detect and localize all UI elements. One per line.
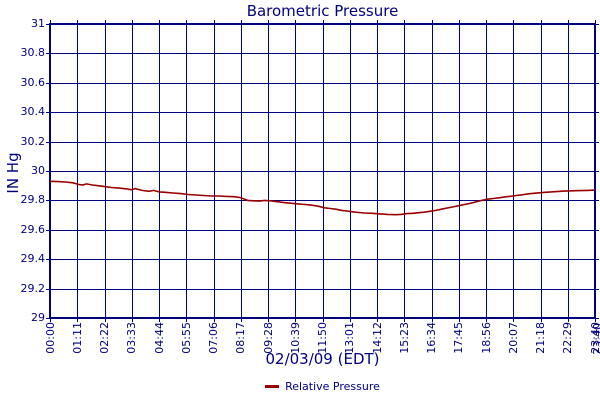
y-tick-label: 30.8 (20, 46, 46, 60)
pressure-line (49, 180, 596, 216)
chart-title: Barometric Pressure (246, 2, 399, 20)
y-tick-label: 29.8 (20, 193, 46, 207)
y-tick-label: 29.6 (20, 222, 46, 236)
y-axis-title: IN Hg (4, 152, 22, 194)
y-tick-label: 30 (31, 164, 45, 177)
legend: Relative Pressure (50, 380, 595, 393)
legend-label: Relative Pressure (285, 380, 380, 393)
y-tick-label: 31 (31, 17, 45, 30)
y-tick-label: 29 (31, 311, 45, 324)
y-tick-label: 29.2 (20, 281, 46, 295)
plot-border (49, 23, 596, 319)
legend-line-swatch (265, 385, 280, 388)
y-tick-label: 29.4 (20, 252, 46, 266)
x-axis-title: 02/03/09 (EDT) (265, 350, 380, 368)
y-tick-label: 30.4 (20, 105, 46, 119)
y-tick-label: 30.6 (20, 75, 46, 89)
y-tick-label: 30.2 (20, 134, 46, 148)
